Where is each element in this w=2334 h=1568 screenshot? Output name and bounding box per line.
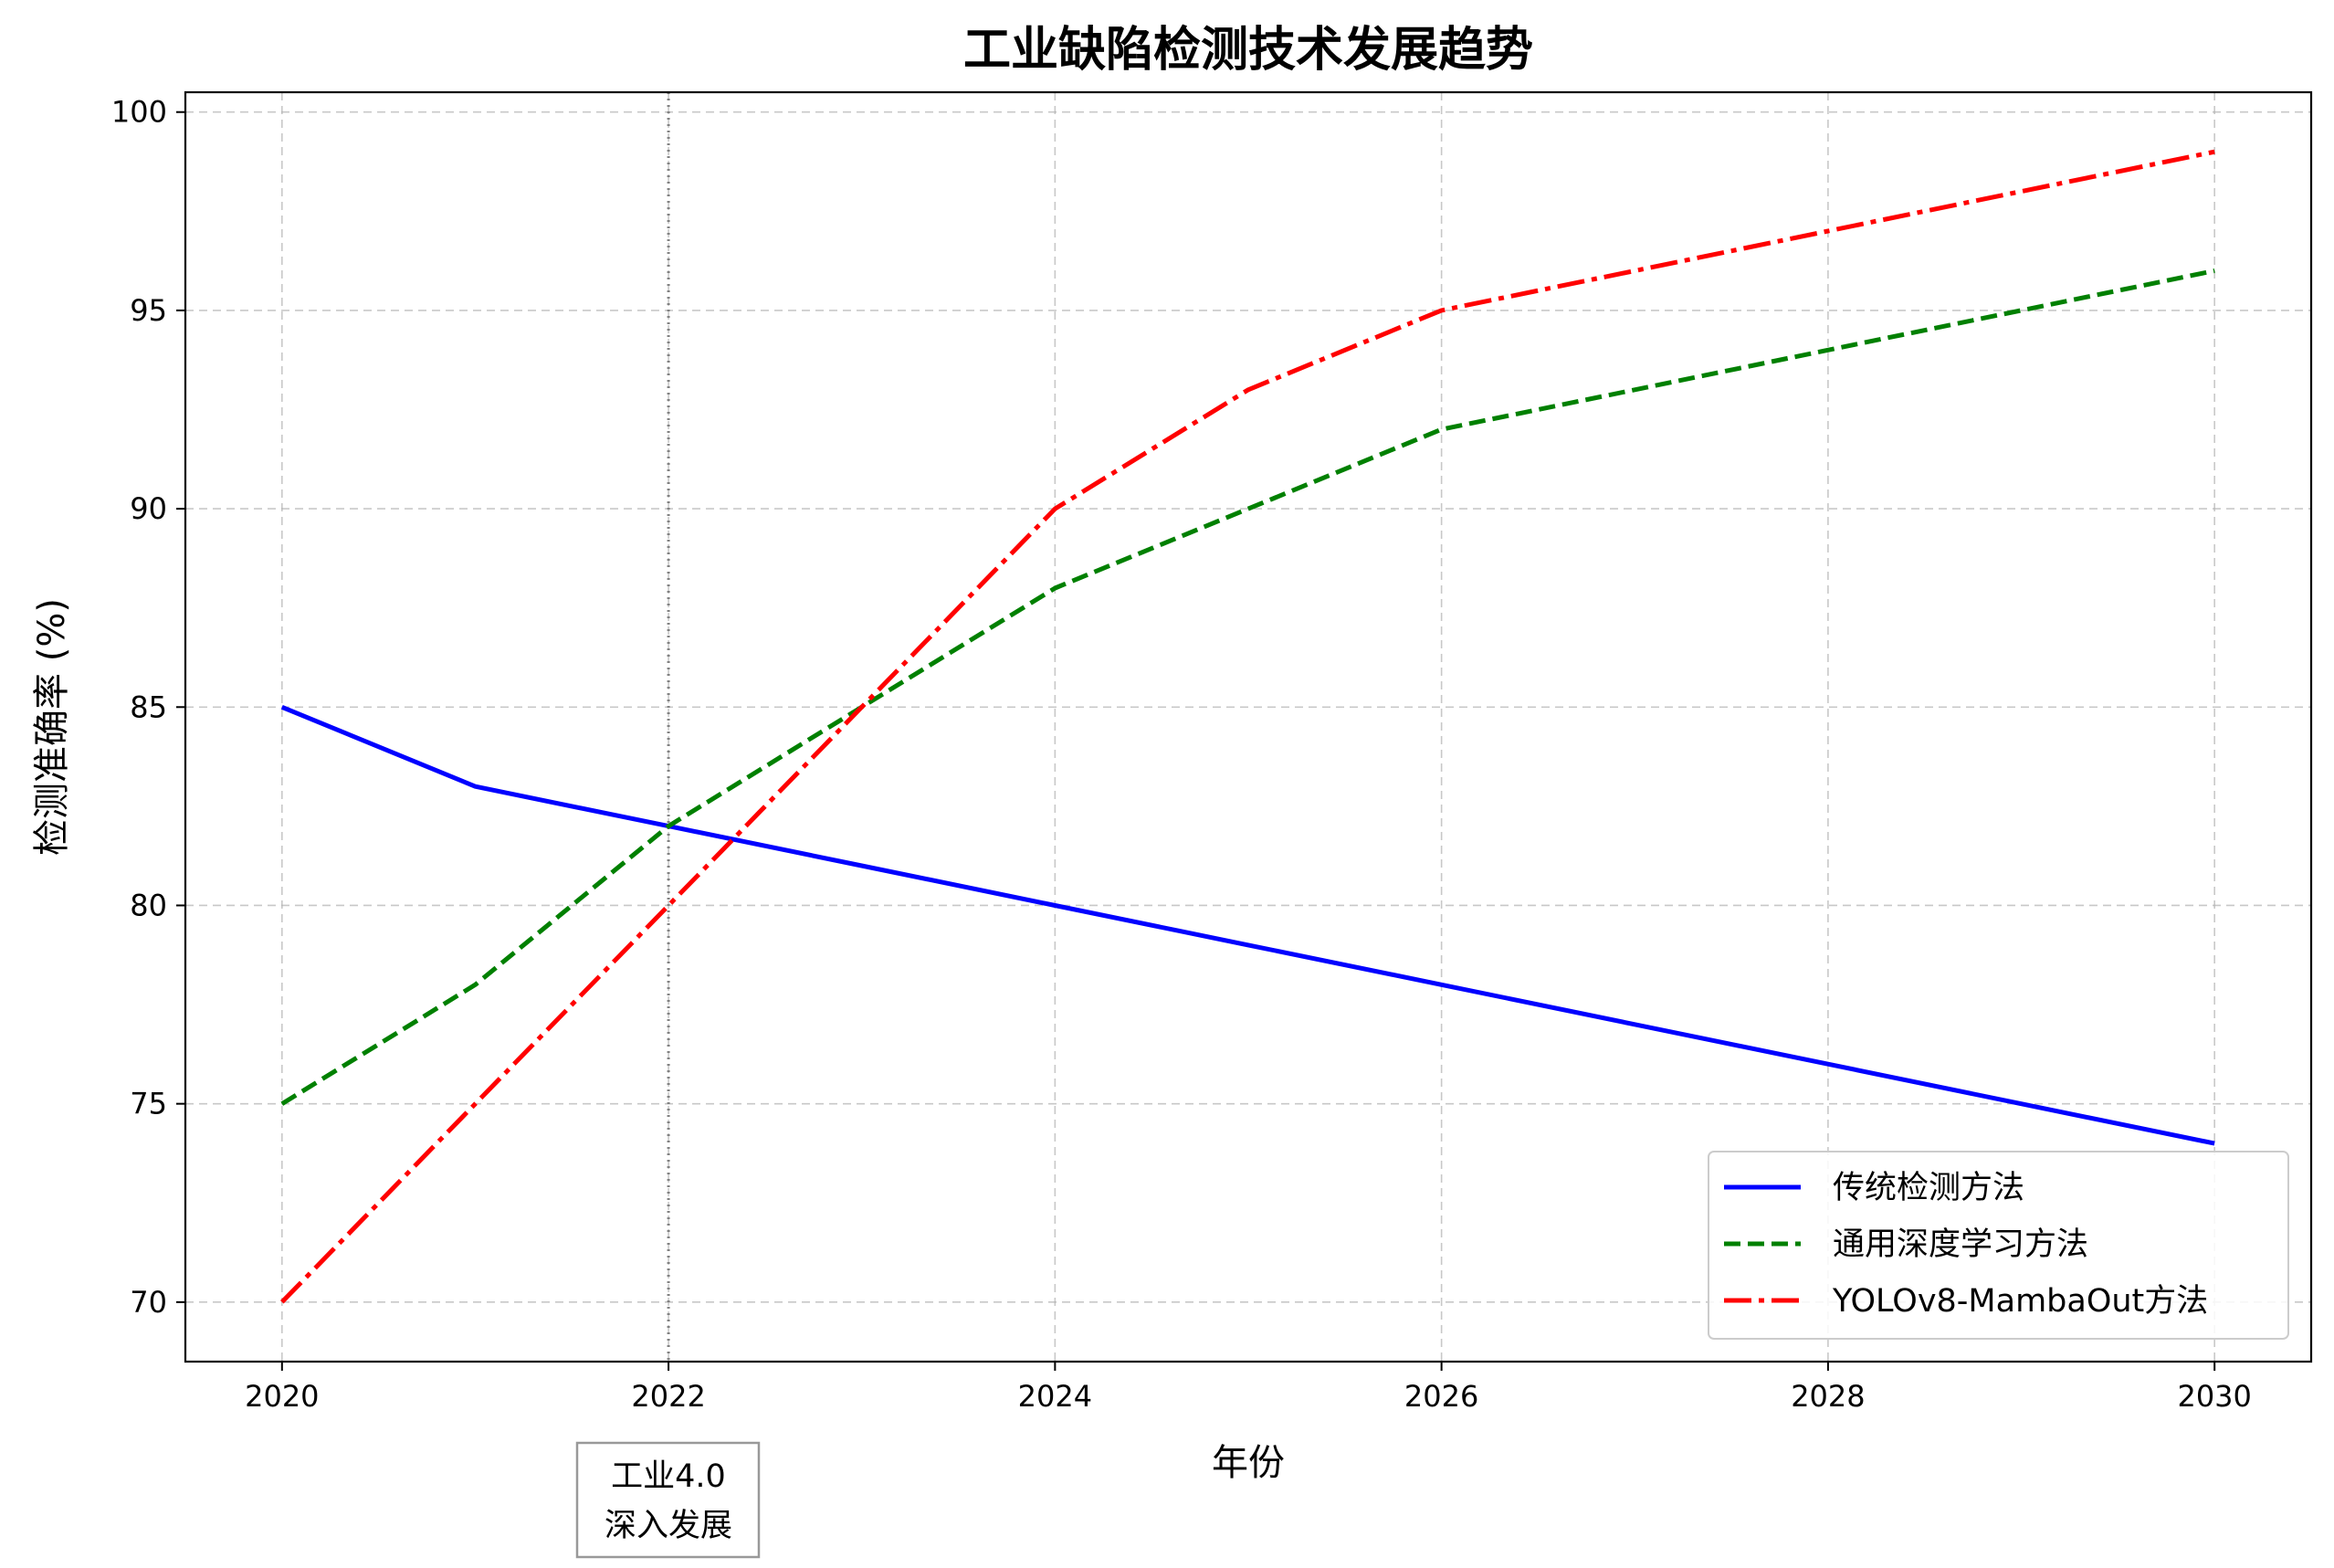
x-axis: 2020 2022 2024 2026 2028 2030 — [245, 1362, 2252, 1414]
x-axis-label: 年份 — [1212, 1442, 1285, 1484]
y-axis: 70 75 80 85 90 95 100 — [111, 95, 185, 1320]
x-tick-label: 2020 — [245, 1379, 319, 1414]
series-traditional-line — [280, 704, 2215, 1146]
y-tick-label: 80 — [130, 888, 167, 922]
series-yolov8-line — [280, 149, 2215, 1304]
annotation: 工业4.0 深入发展 — [575, 1441, 761, 1559]
y-tick-label: 70 — [130, 1285, 167, 1320]
x-tick-label: 2028 — [1791, 1379, 1865, 1414]
annotation-line-1: 工业4.0 — [611, 1458, 726, 1495]
x-tick-label: 2024 — [1018, 1379, 1092, 1414]
y-tick-label: 100 — [111, 95, 167, 130]
y-tick-label: 90 — [130, 491, 167, 526]
legend-label-yolov8: YOLOv8-MambaOut方法 — [1832, 1283, 2208, 1320]
y-tick-label: 75 — [130, 1087, 167, 1121]
series-deep-learning-line — [280, 268, 2215, 1106]
y-tick-label: 95 — [130, 293, 167, 328]
legend-box — [1708, 1151, 2289, 1340]
y-axis-label: 检测准确率 (%) — [31, 598, 73, 856]
plot-frame — [184, 90, 2313, 1363]
legend: 传统检测方法 通用深度学习方法 YOLOv8-MambaOut方法 — [1708, 1151, 2289, 1340]
series-layer — [280, 149, 2215, 1304]
x-tick-label: 2022 — [631, 1379, 705, 1414]
x-tick-label: 2030 — [2177, 1379, 2251, 1414]
annotation-line-2: 深入发展 — [605, 1508, 732, 1544]
x-tick-label: 2026 — [1404, 1379, 1478, 1414]
legend-label-traditional: 传统检测方法 — [1833, 1170, 2024, 1206]
legend-label-deep-learning: 通用深度学习方法 — [1833, 1226, 2088, 1263]
y-tick-label: 85 — [130, 689, 167, 724]
chart-title: 工业缺陷检测技术发展趋势 — [963, 23, 1533, 78]
annotation-box — [575, 1441, 761, 1559]
